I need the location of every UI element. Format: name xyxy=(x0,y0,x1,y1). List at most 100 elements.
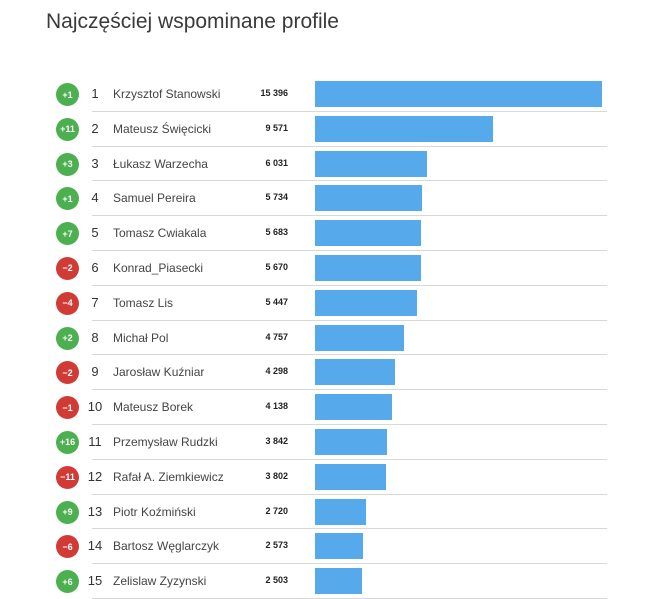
rank-number: 5 xyxy=(91,225,99,241)
ranking-row: +2 8 Michał Pol 4 757 xyxy=(0,321,654,356)
ranking-row: −1 10 Mateusz Borek 4 138 xyxy=(0,390,654,425)
rank-number: 14 xyxy=(87,538,103,554)
rank-number: 3 xyxy=(91,155,99,171)
row-divider xyxy=(92,249,607,251)
row-divider xyxy=(92,597,607,599)
ranking-row: +9 13 Piotr Koźmiński 2 720 xyxy=(0,495,654,530)
bar xyxy=(315,254,421,281)
row-divider xyxy=(92,423,607,425)
mention-count-label: 3 842 xyxy=(265,435,288,446)
rank-change-badge: −6 xyxy=(56,535,79,559)
profile-name: Bartosz Węglarczyk xyxy=(113,539,220,554)
row-divider xyxy=(92,145,607,147)
rank-change-badge: +2 xyxy=(56,326,79,350)
bar xyxy=(315,289,417,316)
rank-change-badge: +3 xyxy=(56,152,79,176)
rank-change-badge: −2 xyxy=(56,256,79,280)
profile-name: Samuel Pereira xyxy=(113,191,196,206)
bar xyxy=(315,150,428,177)
rank-change-badge: +9 xyxy=(56,500,79,524)
rank-number: 7 xyxy=(91,294,99,310)
bar xyxy=(315,498,366,525)
bar xyxy=(315,568,362,595)
row-divider xyxy=(92,284,607,286)
row-divider xyxy=(92,354,607,356)
bar xyxy=(315,428,387,455)
profile-name: Piotr Koźmiński xyxy=(113,504,196,519)
row-divider xyxy=(92,458,607,460)
mention-count-label: 3 802 xyxy=(265,470,288,481)
row-divider xyxy=(92,319,607,321)
ranking-row: −2 9 Jarosław Kuźniar 4 298 xyxy=(0,355,654,391)
ranking-list: +1 1 Krzysztof Stanowski 15 396 +11 2 Mateusz … xyxy=(0,77,654,599)
bar xyxy=(315,359,396,386)
mention-count-label: 4 757 xyxy=(265,331,288,342)
rank-number: 6 xyxy=(91,259,99,275)
ranking-row: −2 6 Konrad_Piasecki 5 670 xyxy=(0,251,654,286)
mention-count-label: 4 298 xyxy=(265,366,288,377)
mention-count-label: 2 573 xyxy=(265,540,288,551)
profile-name: Michał Pol xyxy=(113,330,169,345)
bar xyxy=(315,220,421,247)
profile-name: Konrad_Piasecki xyxy=(113,260,204,275)
profile-name: Rafał A. Ziemkiewicz xyxy=(113,469,224,484)
ranking-row: +16 11 Przemysław Rudzki 3 842 xyxy=(0,425,654,460)
rank-number: 15 xyxy=(87,573,103,589)
profile-name: Tomasz Lis xyxy=(113,295,174,310)
profile-name: Jarosław Kuźniar xyxy=(113,365,205,380)
profile-name: Tomasz Cwiakala xyxy=(113,226,207,241)
rank-number: 1 xyxy=(91,86,99,101)
ranking-row: +1 4 Samuel Pereira 5 734 xyxy=(0,181,654,217)
profile-name: Mateusz Święcicki xyxy=(113,121,212,136)
mention-count-label: 2 720 xyxy=(265,505,288,516)
bar xyxy=(315,115,494,142)
bar xyxy=(315,185,422,212)
rank-change-badge: −1 xyxy=(56,396,79,420)
rank-change-badge: −4 xyxy=(56,291,79,315)
rank-change-badge: +1 xyxy=(56,187,79,211)
rank-number: 8 xyxy=(91,329,99,345)
rank-number: 9 xyxy=(91,364,99,380)
bar xyxy=(315,394,393,421)
profile-name: Przemysław Rudzki xyxy=(113,434,218,449)
ranking-row: −6 14 Bartosz Węglarczyk 2 573 xyxy=(0,529,654,565)
mention-count-label: 5 734 xyxy=(265,192,288,203)
rank-number: 13 xyxy=(87,503,103,519)
ranking-row: +11 2 Mateusz Święcicki 9 571 xyxy=(0,112,654,147)
rank-change-badge: −2 xyxy=(56,361,79,385)
bar xyxy=(315,324,404,351)
bar xyxy=(315,81,602,107)
row-divider xyxy=(92,528,607,530)
ranking-row: −11 12 Rafał A. Ziemkiewicz 3 802 xyxy=(0,460,654,495)
mention-count-label: 4 138 xyxy=(265,401,288,412)
profile-name: Łukasz Warzecha xyxy=(113,156,208,171)
rank-number: 4 xyxy=(91,190,99,206)
ranking-row: +1 1 Krzysztof Stanowski 15 396 xyxy=(0,77,654,112)
profile-name: Mateusz Borek xyxy=(113,400,194,415)
ranking-row: −4 7 Tomasz Lis 5 447 xyxy=(0,286,654,321)
profile-name: Zelislaw Zyzynski xyxy=(113,574,207,589)
row-divider xyxy=(92,493,607,495)
row-divider xyxy=(92,110,607,112)
rank-change-badge: +6 xyxy=(56,570,79,594)
profile-name: Krzysztof Stanowski xyxy=(113,87,221,101)
chart-title: Najczęściej wspominane profile xyxy=(46,10,339,33)
mention-count-label: 6 031 xyxy=(265,157,288,168)
rank-number: 10 xyxy=(87,399,103,415)
mention-count-label: 15 396 xyxy=(260,88,288,98)
row-divider xyxy=(92,563,607,565)
rank-number: 11 xyxy=(88,433,102,449)
rank-change-badge: +7 xyxy=(56,222,79,246)
mention-count-label: 5 670 xyxy=(265,261,288,272)
row-divider xyxy=(92,389,607,391)
row-divider xyxy=(92,180,607,182)
rank-change-badge: +1 xyxy=(56,83,79,106)
rank-change-badge: +16 xyxy=(56,430,79,454)
bar xyxy=(315,533,363,560)
mention-count-label: 5 447 xyxy=(265,296,288,307)
mention-count-label: 9 571 xyxy=(265,122,288,133)
mention-count-label: 5 683 xyxy=(265,227,288,238)
mention-count-label: 2 503 xyxy=(265,575,288,586)
bar xyxy=(315,463,386,490)
ranking-row: +7 5 Tomasz Cwiakala 5 683 xyxy=(0,216,654,251)
